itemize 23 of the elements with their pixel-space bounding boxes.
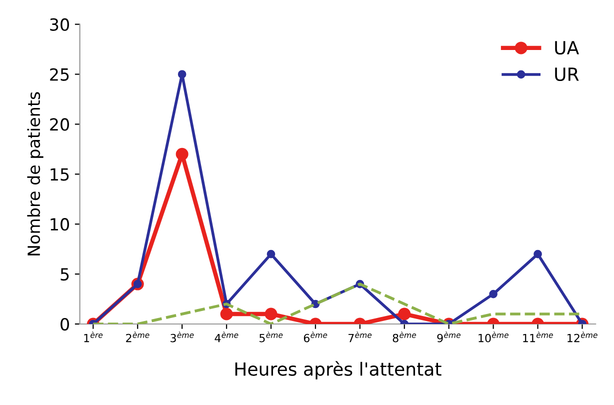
- legend-label: UA: [555, 41, 579, 55]
- x-tick-label: 12$^{ème}$: [568, 332, 598, 342]
- x-tick-label: 3$^{ème}$: [170, 332, 194, 342]
- x-tick-label: 1$^{ère}$: [84, 332, 103, 342]
- x-tick-label: 2$^{ème}$: [126, 332, 150, 342]
- x-tick-label: 9$^{ème}$: [437, 332, 460, 342]
- y-tick-label: 0: [60, 318, 69, 331]
- y-axis-title: Nombre de patients: [27, 92, 44, 256]
- y-tick-label: 10: [50, 218, 69, 231]
- y-tick-label: 15: [50, 168, 69, 181]
- x-tick-label: 4$^{ème}$: [214, 332, 238, 342]
- x-tick-label: 5$^{ème}$: [260, 332, 283, 342]
- x-tick-label: 7$^{ème}$: [348, 332, 372, 342]
- x-tick-label: 10$^{ème}$: [478, 332, 508, 342]
- x-axis-title: Heures après l'attentat: [235, 361, 442, 380]
- y-tick-label: 25: [50, 68, 69, 81]
- x-tick-label: 6$^{ème}$: [304, 332, 328, 342]
- y-tick-label: 5: [60, 268, 69, 281]
- x-tick-label: 11$^{ème}$: [523, 332, 553, 342]
- legend-label: UR: [555, 68, 579, 82]
- y-tick-label: 30: [50, 18, 69, 31]
- x-tick-label: 8$^{ème}$: [392, 332, 416, 342]
- y-tick-label: 20: [50, 118, 69, 131]
